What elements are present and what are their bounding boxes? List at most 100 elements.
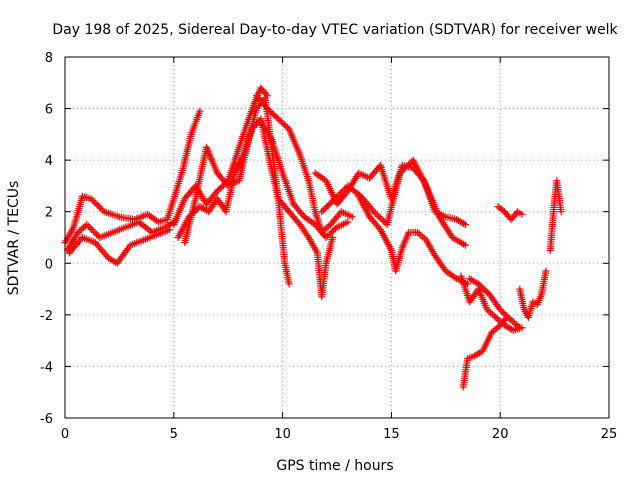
y-tick-label: -6 [40,412,53,427]
data-point-marker [215,186,223,194]
data-point-marker [83,221,91,229]
data-point-marker [319,206,327,214]
data-point-marker [482,287,490,295]
series-track-13 [457,272,526,334]
data-point-marker [406,159,414,167]
data-point-marker [481,286,489,294]
data-point-marker [370,208,378,216]
data-point-marker [331,195,339,203]
data-point-marker [86,224,94,232]
data-point-marker [399,166,407,174]
x-tick-label: 10 [274,427,291,442]
data-point-marker [369,206,377,214]
data-point-marker [213,187,221,195]
data-point-marker [266,108,274,116]
y-tick-label: 8 [45,51,53,66]
data-point-marker [498,307,506,315]
data-point-marker [271,112,279,120]
axis-ticks: 0 5 10 15 20 25 -6 -4 -2 0 2 4 6 8 [40,51,617,442]
chart-title: Day 198 of 2025, Sidereal Day-to-day VTE… [52,22,618,38]
data-point-marker [94,232,102,240]
series-track-18 [546,177,565,254]
data-point-marker [87,195,95,203]
data-point-marker [341,185,349,193]
data-point-marker [279,119,287,127]
data-point-marker [404,161,412,169]
data-point-marker [330,226,338,234]
y-tick-label: 0 [45,257,53,272]
data-point-marker [502,312,510,320]
data-points [61,84,565,391]
data-point-marker [318,208,326,216]
x-tick-label: 5 [170,427,178,442]
data-point-marker [461,241,469,249]
data-point-marker [282,122,290,130]
data-point-marker [331,225,339,233]
data-point-marker [375,213,383,221]
y-tick-label: 4 [45,154,53,169]
y-tick-label: 6 [45,103,53,118]
data-point-marker [285,280,293,288]
series-track-9 [285,208,337,301]
data-point-marker [94,201,102,209]
data-point-marker [336,190,344,198]
data-point-marker [99,206,107,214]
data-point-marker [329,234,337,241]
x-tick-label: 25 [601,427,618,442]
data-point-marker [90,198,98,206]
data-point-marker [504,313,512,321]
data-point-marker [348,213,356,221]
series-track-8 [257,117,352,241]
series-track-1 [61,107,204,247]
data-point-marker [273,113,281,121]
data-point-marker [474,280,482,288]
data-point-marker [97,204,105,212]
data-point-marker [478,283,486,291]
data-point-marker [401,164,409,172]
data-point-marker [441,265,449,273]
series-track-12 [355,192,472,288]
y-tick-label: -2 [40,309,53,324]
data-point-marker [499,309,507,317]
series-track-16 [494,203,526,223]
data-point-marker [88,225,96,233]
data-point-marker [216,184,224,192]
data-point-marker [329,196,337,204]
series-track-17 [516,267,550,321]
data-point-marker [334,192,342,200]
series-track-11 [318,156,469,249]
data-point-marker [325,231,333,239]
x-axis-label: GPS time / hours [276,458,393,474]
data-point-marker [218,183,226,191]
y-tick-label: 2 [45,206,53,221]
data-point-marker [95,203,103,211]
x-tick-label: 20 [492,427,509,442]
data-point-marker [476,281,484,289]
data-point-marker [518,210,526,218]
data-point-marker [324,232,332,240]
data-point-marker [372,209,380,217]
data-point-marker [328,228,336,236]
x-tick-label: 15 [383,427,400,442]
data-point-marker [262,90,270,98]
data-point-marker [280,121,288,129]
data-point-marker [398,167,406,175]
data-point-marker [326,200,334,208]
y-tick-label: -4 [40,360,53,375]
data-point-marker [516,324,524,332]
data-point-marker [91,229,99,237]
data-point-marker [380,217,388,225]
data-point-marker [324,201,332,209]
data-point-marker [542,267,550,275]
data-point-marker [339,187,347,195]
data-point-marker [337,188,345,196]
data-point-marker [274,115,282,123]
data-point-marker [332,193,340,201]
x-tick-label: 0 [61,427,69,442]
data-point-marker [263,105,271,113]
data-point-marker [377,214,385,222]
data-point-marker [321,204,329,212]
series-track-6 [181,94,293,288]
